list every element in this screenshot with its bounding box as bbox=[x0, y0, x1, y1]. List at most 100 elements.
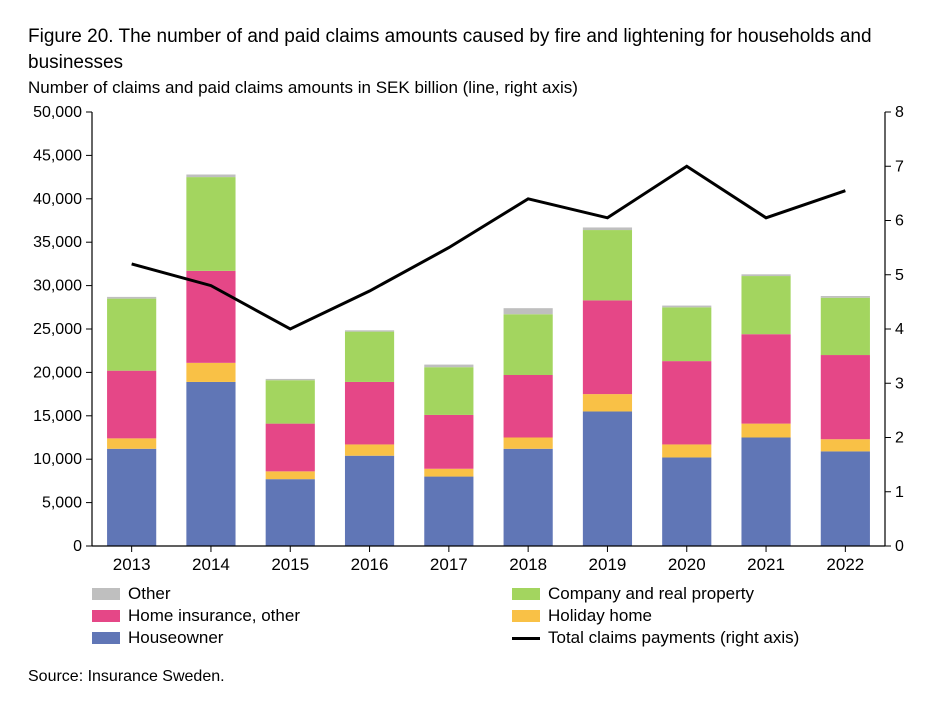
legend-label: Total claims payments (right axis) bbox=[548, 628, 799, 648]
left-axis-label: 40,000 bbox=[33, 191, 82, 208]
bar-other bbox=[186, 175, 235, 178]
x-axis-label: 2015 bbox=[271, 555, 309, 574]
bar-home_other bbox=[583, 301, 632, 395]
legend-swatch bbox=[92, 632, 120, 644]
bar-holiday_home bbox=[821, 439, 870, 451]
x-axis-label: 2013 bbox=[113, 555, 151, 574]
bar-company_prop bbox=[741, 276, 790, 334]
bar-home_other bbox=[504, 375, 553, 437]
right-axis-label: 2 bbox=[895, 430, 904, 447]
chart-canvas: 0 5,000 10,000 15,000 20,000 25,000 30,000 35,0… bbox=[28, 106, 921, 576]
bar-other bbox=[345, 331, 394, 332]
bar-other bbox=[504, 308, 553, 314]
figure-subtitle: Number of claims and paid claims amounts… bbox=[28, 77, 921, 100]
legend-item: Holiday home bbox=[512, 606, 912, 626]
bar-home_other bbox=[266, 424, 315, 472]
right-axis-label: 0 bbox=[895, 538, 904, 555]
line-total-payments bbox=[132, 166, 846, 329]
legend-label: Home insurance, other bbox=[128, 606, 300, 626]
bar-other bbox=[107, 297, 156, 299]
legend-swatch bbox=[92, 610, 120, 622]
legend-item: Houseowner bbox=[92, 628, 492, 648]
bar-company_prop bbox=[424, 367, 473, 415]
x-axis-label: 2022 bbox=[826, 555, 864, 574]
legend-label: Holiday home bbox=[548, 606, 652, 626]
left-axis-label: 35,000 bbox=[33, 234, 82, 251]
left-axis-label: 15,000 bbox=[33, 408, 82, 425]
bar-company_prop bbox=[662, 308, 711, 362]
legend-line-swatch bbox=[512, 637, 540, 640]
bar-holiday_home bbox=[424, 469, 473, 477]
left-axis-label: 20,000 bbox=[33, 365, 82, 382]
bar-holiday_home bbox=[345, 445, 394, 456]
bar-holiday_home bbox=[741, 424, 790, 438]
bar-houseowner bbox=[424, 477, 473, 546]
x-axis-label: 2018 bbox=[509, 555, 547, 574]
left-axis-label: 10,000 bbox=[33, 451, 82, 468]
legend-swatch bbox=[512, 610, 540, 622]
legend-item: Company and real property bbox=[512, 584, 912, 604]
bar-holiday_home bbox=[266, 472, 315, 480]
bar-home_other bbox=[107, 371, 156, 439]
bar-home_other bbox=[741, 334, 790, 423]
bar-company_prop bbox=[186, 177, 235, 271]
bar-other bbox=[741, 275, 790, 277]
left-axis-label: 30,000 bbox=[33, 278, 82, 295]
bar-other bbox=[583, 228, 632, 231]
bar-holiday_home bbox=[186, 363, 235, 382]
x-axis-label: 2014 bbox=[192, 555, 230, 574]
right-axis-label: 4 bbox=[895, 321, 904, 338]
legend-item: Other bbox=[92, 584, 492, 604]
left-axis-label: 0 bbox=[73, 538, 82, 555]
legend-label: Company and real property bbox=[548, 584, 754, 604]
legend-label: Other bbox=[128, 584, 171, 604]
left-axis-label: 45,000 bbox=[33, 148, 82, 165]
x-axis-label: 2021 bbox=[747, 555, 785, 574]
bar-company_prop bbox=[821, 298, 870, 355]
bar-company_prop bbox=[504, 314, 553, 375]
bar-houseowner bbox=[662, 458, 711, 547]
right-axis-label: 1 bbox=[895, 484, 904, 501]
legend-label: Houseowner bbox=[128, 628, 223, 648]
bar-home_other bbox=[424, 415, 473, 469]
x-axis-label: 2017 bbox=[430, 555, 468, 574]
bar-houseowner bbox=[504, 449, 553, 546]
bar-company_prop bbox=[266, 380, 315, 423]
left-axis-label: 25,000 bbox=[33, 321, 82, 338]
bar-houseowner bbox=[821, 452, 870, 547]
x-axis-label: 2020 bbox=[668, 555, 706, 574]
right-axis-label: 7 bbox=[895, 158, 904, 175]
legend-item: Total claims payments (right axis) bbox=[512, 628, 912, 648]
left-axis-label: 50,000 bbox=[33, 106, 82, 121]
bar-houseowner bbox=[345, 456, 394, 546]
bar-holiday_home bbox=[583, 394, 632, 411]
bar-other bbox=[266, 379, 315, 380]
bar-houseowner bbox=[266, 479, 315, 546]
bar-houseowner bbox=[741, 438, 790, 547]
legend: Other Company and real property Home insur… bbox=[28, 584, 912, 648]
bar-company_prop bbox=[345, 332, 394, 382]
bar-home_other bbox=[662, 361, 711, 444]
right-axis-label: 6 bbox=[895, 213, 904, 230]
right-axis-label: 5 bbox=[895, 267, 904, 284]
bar-other bbox=[424, 365, 473, 368]
bar-home_other bbox=[345, 382, 394, 444]
legend-swatch bbox=[512, 588, 540, 600]
bar-other bbox=[662, 306, 711, 308]
legend-swatch bbox=[92, 588, 120, 600]
right-axis-label: 8 bbox=[895, 106, 904, 121]
bar-holiday_home bbox=[662, 445, 711, 458]
bar-houseowner bbox=[583, 412, 632, 547]
source-text: Source: Insurance Sweden. bbox=[28, 668, 225, 686]
figure-title: Figure 20. The number of and paid claims… bbox=[28, 24, 921, 75]
bar-other bbox=[821, 296, 870, 298]
legend-item: Home insurance, other bbox=[92, 606, 492, 626]
bar-houseowner bbox=[107, 449, 156, 546]
x-axis-label: 2019 bbox=[589, 555, 627, 574]
bar-holiday_home bbox=[504, 438, 553, 449]
bar-houseowner bbox=[186, 382, 235, 546]
bar-home_other bbox=[821, 355, 870, 439]
x-axis-label: 2016 bbox=[351, 555, 389, 574]
right-axis-label: 3 bbox=[895, 375, 904, 392]
left-axis-label: 5,000 bbox=[42, 495, 82, 512]
